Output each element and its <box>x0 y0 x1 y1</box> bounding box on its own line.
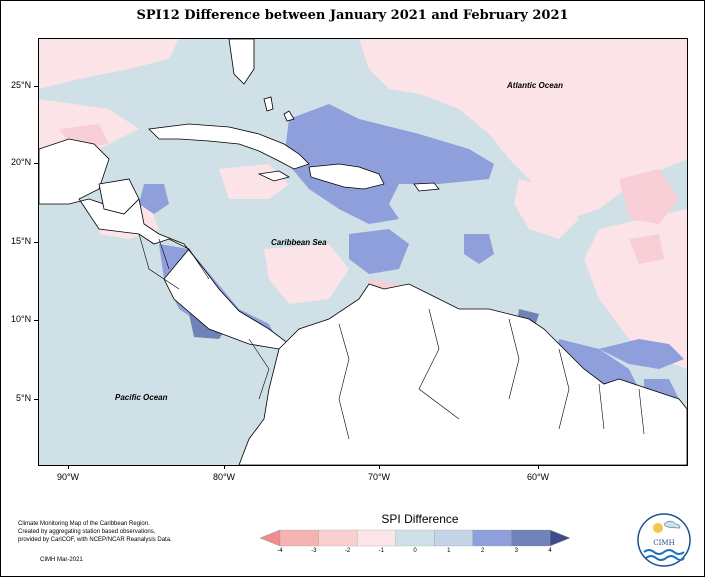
lat-tick <box>34 86 38 87</box>
lat-tick <box>34 163 38 164</box>
lon-tick <box>379 465 380 469</box>
map-panel[interactable]: Atlantic Ocean Caribbean Sea Pacific Oce… <box>38 38 688 466</box>
colorbar-cell <box>434 529 474 547</box>
lat-label-10n: 10°N <box>11 314 32 324</box>
credit-line: Climate Monitoring Map of the Caribbean … <box>18 521 150 527</box>
lat-tick <box>34 242 38 243</box>
lat-label-5n: 5°N <box>16 393 32 403</box>
credit-line: provided by CariCOF, with NCEP/NCAR Rean… <box>18 537 172 543</box>
colorbar-tick-label: -3 <box>311 548 317 554</box>
cimh-logo-icon: CIMH <box>637 513 691 567</box>
colorbar-tick-label: 3 <box>514 548 518 554</box>
colorbar-cell <box>318 529 358 547</box>
colorbar-arrow-right <box>549 529 570 547</box>
lon-label-90w: 90°W <box>56 472 80 482</box>
lat-tick <box>34 399 38 400</box>
map-canvas <box>39 39 687 465</box>
lon-tick <box>68 465 69 469</box>
caribbean-sea-label: Caribbean Sea <box>271 238 327 247</box>
colorbar-cell <box>472 529 512 547</box>
legend-title: SPI Difference <box>381 512 459 526</box>
colorbar-tick-label: -4 <box>277 548 283 554</box>
colorbar-cell <box>395 529 435 547</box>
credit-line: Created by aggregating station based obs… <box>18 529 156 535</box>
lat-label-25n: 25°N <box>11 80 32 90</box>
lat-tick <box>34 320 38 321</box>
pacific-ocean-label: Pacific Ocean <box>115 393 168 402</box>
colorbar-cell <box>511 529 551 547</box>
lon-label-60w: 60°W <box>526 472 550 482</box>
lon-label-80w: 80°W <box>212 472 236 482</box>
colorbar <box>260 529 570 547</box>
colorbar-cell <box>279 529 319 547</box>
colorbar-tick-label: -1 <box>378 548 384 554</box>
colorbar-cell <box>356 529 396 547</box>
logo-text: CIMH <box>653 539 674 547</box>
land-masses <box>39 39 687 465</box>
credit-text: Climate Monitoring Map of the Caribbean … <box>18 520 218 544</box>
colorbar-tick-label: 1 <box>447 548 451 554</box>
credit-date: CIMH Mar-2021 <box>40 557 83 563</box>
lat-label-15n: 15°N <box>11 236 32 246</box>
colorbar-tick-label: -2 <box>344 548 351 554</box>
colorbar-cells <box>279 529 551 547</box>
lon-tick <box>224 465 225 469</box>
lon-label-70w: 70°W <box>367 472 391 482</box>
colorbar-tick-label: 0 <box>413 548 417 554</box>
map-title: SPI12 Difference between January 2021 an… <box>136 8 569 23</box>
borders <box>138 233 645 440</box>
colorbar-arrow-left <box>260 529 281 547</box>
colorbar-tick-label: 4 <box>548 548 552 554</box>
colorbar-tick-label: 2 <box>480 548 485 554</box>
lat-label-20n: 20°N <box>11 157 32 167</box>
atlantic-ocean-label: Atlantic Ocean <box>507 81 564 90</box>
lon-tick <box>538 465 539 469</box>
